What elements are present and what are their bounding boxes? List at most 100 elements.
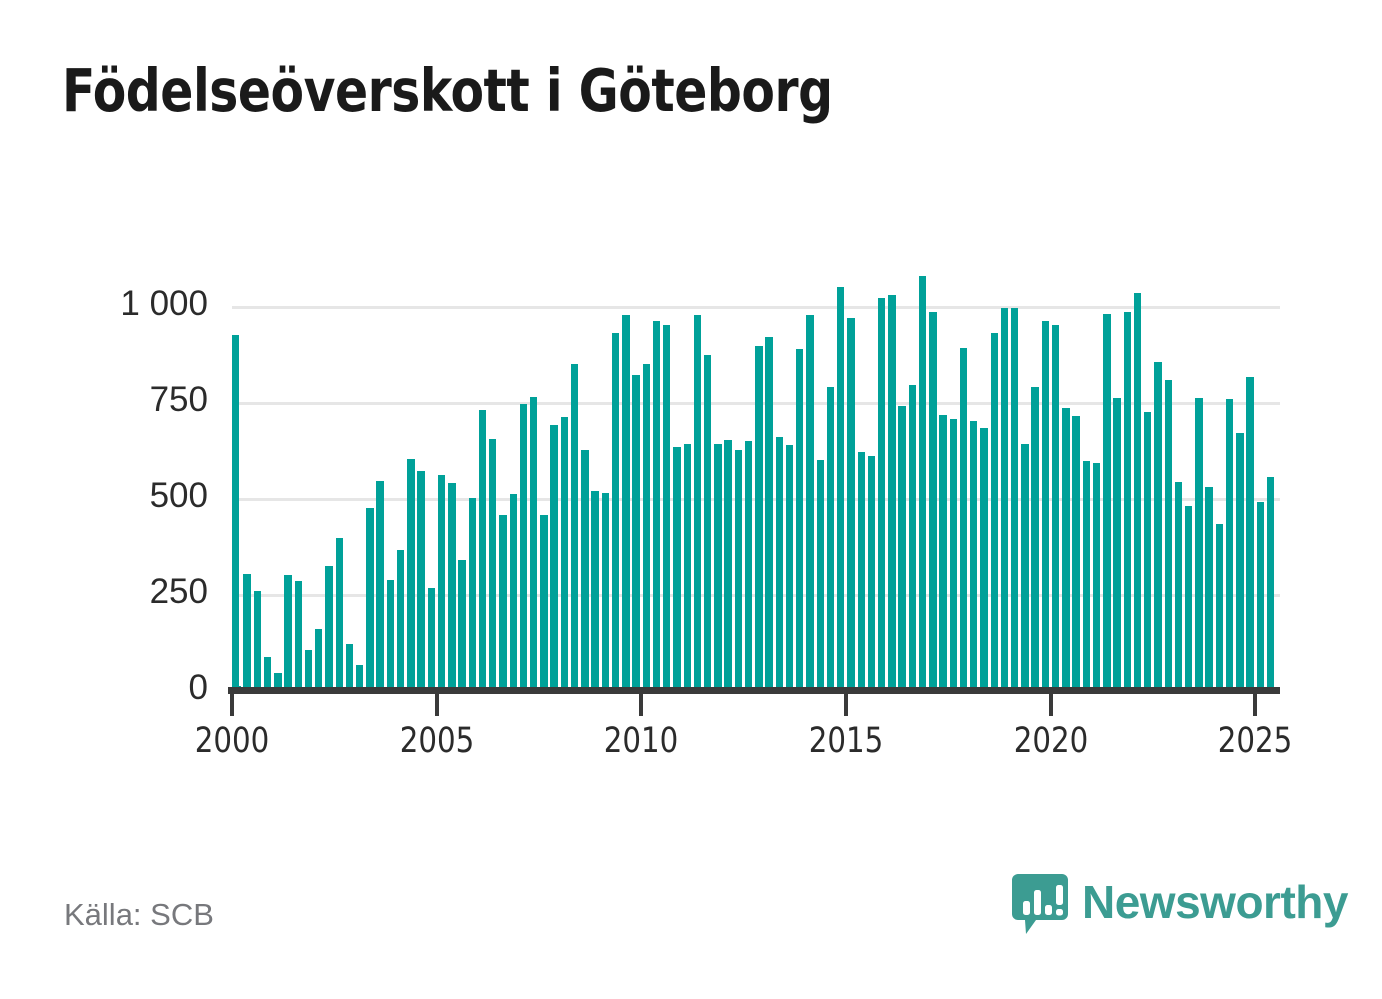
bar [1154, 361, 1162, 690]
x-tick-mark [639, 694, 644, 716]
bar [929, 311, 937, 690]
bar [714, 444, 722, 690]
bar [478, 409, 487, 690]
bar [335, 537, 343, 690]
bar [775, 436, 784, 690]
bar [703, 355, 712, 690]
bar [315, 628, 323, 690]
bar [622, 314, 630, 690]
bar [652, 321, 661, 690]
y-tick-label: 1 000 [120, 284, 208, 324]
x-tick-mark [434, 694, 439, 716]
bar [837, 286, 845, 690]
x-tick-label: 2025 [1218, 721, 1293, 761]
bar [1000, 308, 1009, 690]
bar [458, 560, 466, 690]
x-tick-label: 2010 [604, 721, 679, 761]
bar [1082, 460, 1091, 690]
bar [611, 332, 620, 690]
bar [304, 649, 313, 690]
x-tick-label: 2015 [808, 721, 884, 761]
bar [990, 332, 998, 690]
bar [734, 450, 743, 690]
bar [918, 276, 927, 690]
bar [806, 314, 814, 690]
bar [796, 349, 804, 690]
x-tick-label: 2000 [194, 721, 270, 761]
bar [570, 364, 579, 690]
bar [642, 363, 650, 690]
bar [345, 643, 354, 690]
y-tick-label: 0 [188, 668, 208, 707]
bar [1164, 379, 1172, 690]
bar [663, 325, 671, 690]
bar [1225, 399, 1234, 690]
bar [284, 574, 292, 690]
newsworthy-logo: Newsworthy [1012, 872, 1348, 938]
newsworthy-bar-chart-bubble-icon [1012, 872, 1068, 938]
bar [1246, 377, 1254, 690]
bar [683, 444, 691, 690]
bar [816, 460, 824, 690]
y-tick-label: 500 [149, 476, 208, 516]
bar [867, 455, 876, 690]
bar [550, 425, 558, 690]
bar [499, 515, 507, 690]
bar [376, 480, 384, 690]
bar [560, 416, 569, 690]
bar [294, 581, 302, 690]
bar [898, 405, 906, 690]
bar [1195, 398, 1203, 690]
bar [1062, 407, 1070, 690]
bar [1236, 432, 1244, 690]
bar [1011, 308, 1019, 690]
bar [1021, 444, 1029, 690]
bar [847, 318, 855, 690]
bar [448, 482, 456, 690]
y-tick-label: 250 [149, 572, 208, 612]
bar [888, 294, 896, 690]
x-tick-mark [1048, 694, 1053, 716]
x-tick-mark [1253, 694, 1258, 716]
bar [1174, 481, 1183, 690]
bar [407, 458, 415, 690]
bar [632, 375, 640, 690]
bar [970, 421, 978, 690]
bar [540, 515, 548, 690]
bar [509, 494, 517, 690]
bar [1103, 313, 1111, 690]
bar [1051, 325, 1060, 690]
bar-series [232, 260, 1280, 690]
bar [274, 672, 282, 690]
logo-wordmark: Newsworthy [1082, 876, 1348, 928]
bar [980, 428, 988, 690]
bar [949, 418, 957, 690]
gridline-1000 [232, 306, 1280, 310]
bar [744, 441, 753, 690]
bar [581, 450, 589, 690]
bar [755, 346, 763, 690]
bar [1205, 487, 1213, 690]
bar [489, 438, 497, 690]
bar [263, 657, 272, 690]
bar [356, 665, 364, 690]
bar [243, 574, 251, 690]
bar [591, 491, 599, 690]
bar [519, 403, 528, 690]
bar [765, 336, 773, 690]
bar [1144, 412, 1152, 690]
bar [724, 439, 732, 690]
bar [232, 334, 240, 690]
x-axis-line [228, 687, 1280, 694]
bar [530, 397, 538, 690]
bar [959, 348, 968, 690]
bar [1031, 386, 1039, 690]
bar [386, 579, 395, 690]
x-tick-label: 2020 [1013, 721, 1089, 761]
bar [601, 493, 610, 690]
bar [1072, 415, 1080, 690]
bar [366, 507, 374, 690]
source-note: Källa: SCB [64, 897, 214, 932]
bar [427, 588, 436, 690]
